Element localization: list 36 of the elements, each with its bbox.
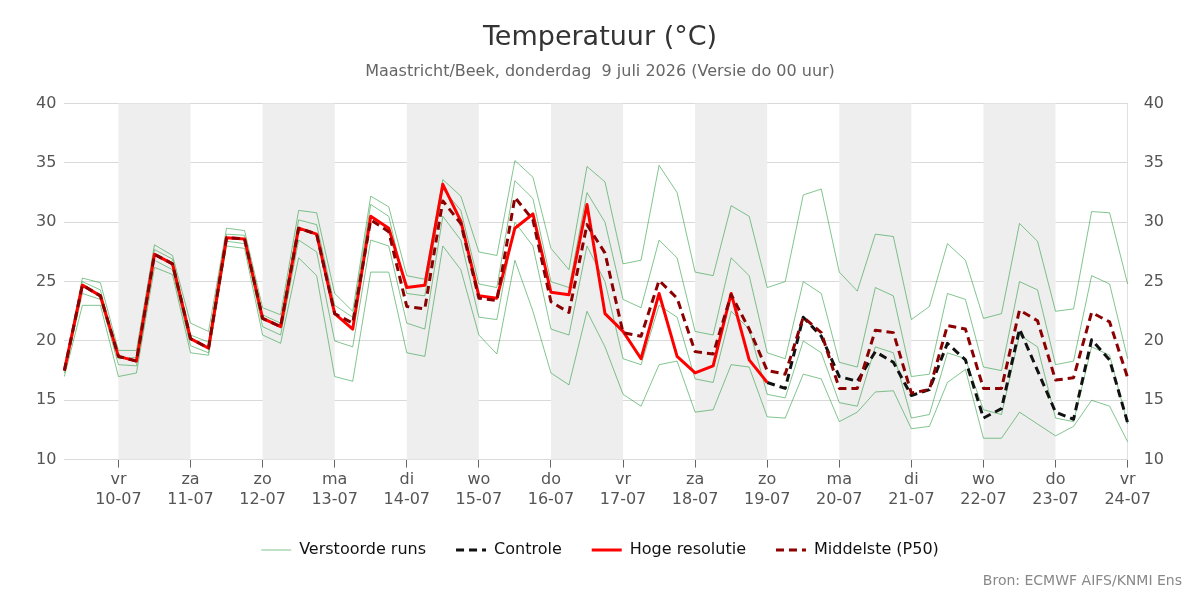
x-tick-label: vr 17-07 <box>599 469 647 508</box>
y2-tick-label: 40 <box>1143 92 1164 112</box>
x-tick-label: vr 10-07 <box>95 469 142 508</box>
legend-label: Verstoorde runs <box>299 539 427 559</box>
y2-tick-label: 30 <box>1143 211 1164 231</box>
x-tick-label: di 14-07 <box>383 469 431 508</box>
y-tick-label: 20 <box>36 330 57 350</box>
x-tick-label: zo 12-07 <box>239 469 286 508</box>
x-tick-label: ma 20-07 <box>816 469 863 508</box>
x-tick-label: wo 22-07 <box>960 469 1007 508</box>
y2-tick-label: 35 <box>1143 152 1164 172</box>
x-tick-label: zo 19-07 <box>743 469 791 508</box>
y-tick-label: 15 <box>36 389 57 409</box>
x-tick-label: do 16-07 <box>527 469 575 508</box>
x-tick-label: do 23-07 <box>1032 469 1079 508</box>
y-tick-label: 40 <box>36 92 57 112</box>
chart-title: Temperatuur (°C) <box>481 20 718 52</box>
x-tick-label: za 18-07 <box>671 469 719 508</box>
x-tick-label: za 11-07 <box>167 469 214 508</box>
legend-label: Controle <box>494 539 562 559</box>
text: Bron: ECMWF AIFS/KNMI Ens <box>982 572 1182 588</box>
legend-label: Middelste (P50) <box>813 539 939 559</box>
y2-tick-label: 15 <box>1143 389 1164 409</box>
x-tick-label: wo 15-07 <box>455 469 503 508</box>
y-tick-label: 25 <box>36 270 57 290</box>
legend-label: Hoge resolutie <box>629 539 746 559</box>
x-tick-label: ma 13-07 <box>311 469 358 508</box>
y-tick-label: 30 <box>36 211 57 231</box>
chart-subtitle: Maastricht/Beek, donderdag 9 juli 2026 (Versie do 00 uur) <box>365 61 835 81</box>
x-tick-label: di 21-07 <box>888 469 935 508</box>
y2-tick-label: 20 <box>1143 330 1164 350</box>
y2-tick-label: 10 <box>1143 448 1164 468</box>
y-tick-label: 10 <box>36 448 57 468</box>
y-tick-label: 35 <box>36 152 57 172</box>
y2-tick-label: 25 <box>1143 270 1164 290</box>
x-tick-label: vr 24-07 <box>1104 469 1151 508</box>
